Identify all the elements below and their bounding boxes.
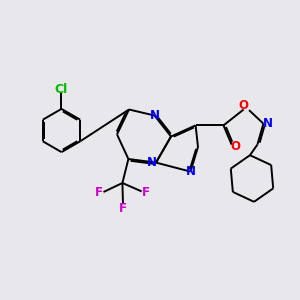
Text: N: N [147, 156, 157, 169]
Text: N: N [150, 109, 160, 122]
Text: F: F [95, 186, 103, 199]
Text: F: F [119, 202, 127, 215]
Text: N: N [185, 165, 196, 178]
Text: N: N [262, 116, 273, 130]
Text: Cl: Cl [55, 83, 68, 96]
Text: O: O [230, 140, 240, 154]
Text: O: O [238, 99, 249, 112]
Text: F: F [142, 185, 150, 199]
